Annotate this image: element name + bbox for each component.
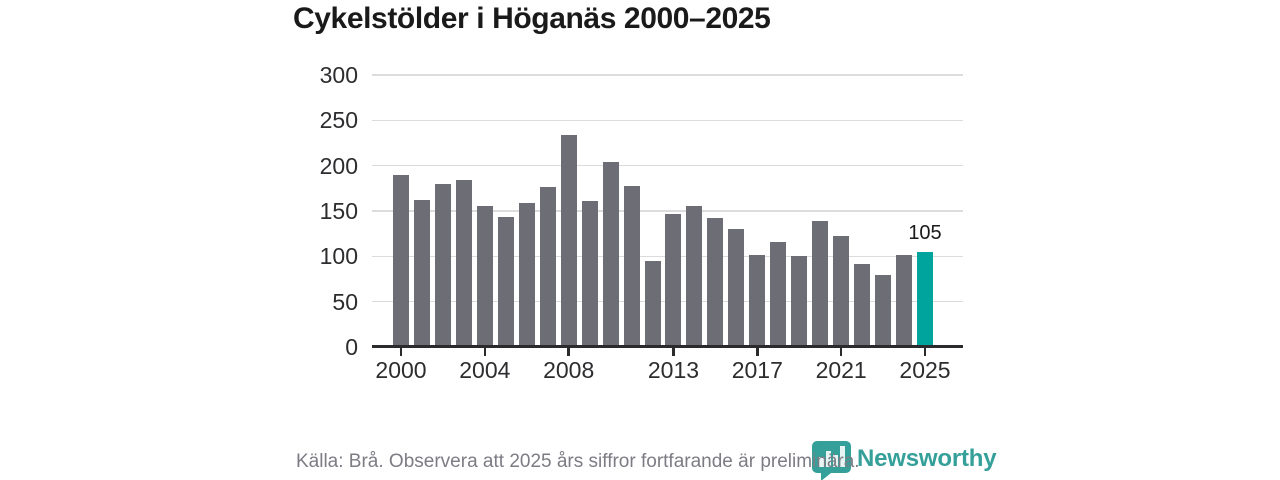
chart-title: Cykelstölder i Höganäs 2000–2025 <box>293 2 771 35</box>
y-axis-tick-label: 300 <box>319 62 358 88</box>
bar-2008 <box>560 134 577 347</box>
x-axis-tick <box>756 348 759 356</box>
bar-2007 <box>539 186 556 347</box>
gridline-y-200 <box>372 164 963 167</box>
bar-2019 <box>791 256 808 347</box>
bar-2020 <box>812 220 829 347</box>
x-axis-tick-label: 2004 <box>459 357 511 383</box>
bar-2000 <box>393 174 409 347</box>
gridline-y-250 <box>372 119 963 122</box>
bar-2001 <box>413 200 430 347</box>
bar-2009 <box>581 201 598 347</box>
bar-2003 <box>455 180 472 347</box>
bar-2011 <box>623 185 640 347</box>
newsworthy-logo-text: Newsworthy <box>857 445 997 472</box>
bar-2024 <box>896 254 913 347</box>
x-axis-line <box>372 345 963 348</box>
y-axis-tick-label: 250 <box>319 107 358 134</box>
x-axis-tick <box>399 348 403 356</box>
bar-chart-speech-bubble-icon <box>812 441 851 480</box>
x-axis-tick <box>923 348 927 356</box>
bar-2015 <box>707 218 724 347</box>
bar-2022 <box>854 264 871 347</box>
bar-2010 <box>602 162 619 347</box>
gridline-y-300 <box>372 74 963 76</box>
bar-2014 <box>686 205 703 347</box>
y-axis-tick-label: 150 <box>319 198 358 224</box>
x-axis-tick-label: 2000 <box>375 357 427 383</box>
x-axis-tick <box>567 348 570 356</box>
bar-2005 <box>497 217 514 347</box>
x-axis-tick-label: 2017 <box>731 357 783 383</box>
bar-2017 <box>749 255 766 347</box>
y-axis-tick-label: 0 <box>345 334 358 360</box>
bar-2016 <box>728 229 745 347</box>
gridline-y-150 <box>372 210 963 212</box>
source-note: Källa: Brå. Observera att 2025 års siffr… <box>296 451 860 472</box>
bar-2004 <box>476 206 493 347</box>
newsworthy-logo: Newsworthy <box>811 441 997 480</box>
y-axis-tick-label: 200 <box>319 152 358 179</box>
x-axis-tick <box>672 348 675 356</box>
x-axis-tick <box>483 348 487 356</box>
x-axis-tick-label: 2021 <box>815 357 867 383</box>
bar-2002 <box>434 183 451 347</box>
bar-2023 <box>875 275 892 347</box>
bar-2018 <box>770 241 787 347</box>
bar-2025 <box>917 251 933 347</box>
y-axis-tick-label: 50 <box>332 288 358 315</box>
bar-2006 <box>518 202 535 347</box>
x-axis-tick-label: 2013 <box>647 357 700 383</box>
bar-2012 <box>644 260 661 347</box>
bar-2013 <box>665 213 682 347</box>
x-axis-tick <box>839 348 843 356</box>
x-axis-tick-label: 2025 <box>899 357 951 383</box>
highlight-value-label: 105 <box>908 221 942 244</box>
y-axis-tick-label: 100 <box>319 243 358 270</box>
bar-2021 <box>833 236 850 347</box>
x-axis-tick-label: 2008 <box>543 357 595 383</box>
